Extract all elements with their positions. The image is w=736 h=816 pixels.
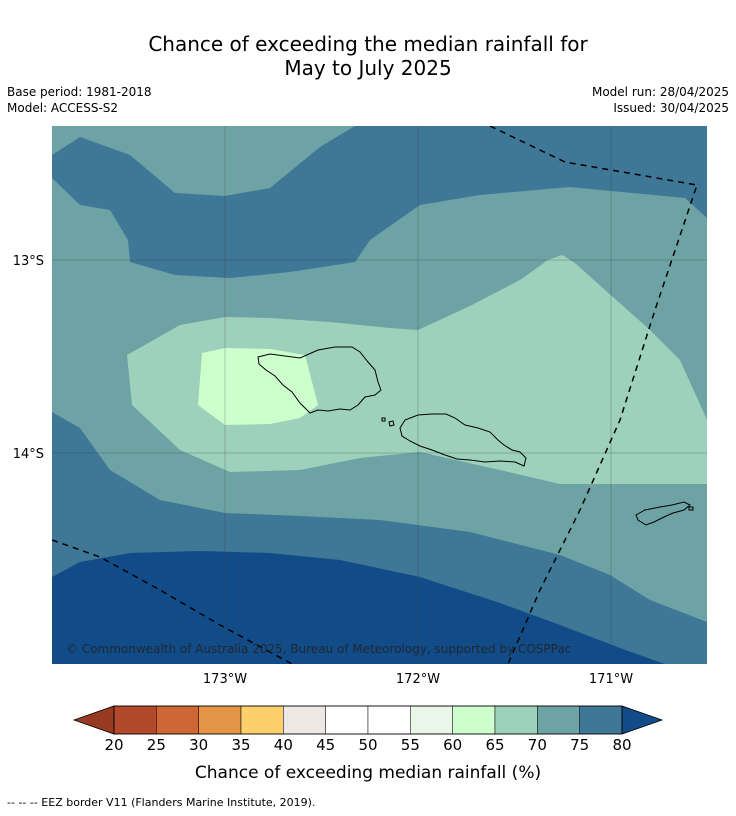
colorbar-segment [537, 705, 580, 735]
colorbar-segment [367, 705, 411, 735]
colorbar-segment [156, 705, 199, 735]
band-80-bottom [52, 551, 665, 664]
manono-islet [388, 420, 395, 427]
band-60-65 [198, 348, 318, 425]
band-70-75-top-left [52, 126, 355, 196]
lon-label-172w: 172°W [396, 672, 440, 687]
colorbar-tick-label: 20 [104, 736, 123, 754]
lat-label-13s: 13°S [13, 254, 44, 269]
colorbar-segment [283, 705, 326, 735]
colorbar-segment [325, 705, 369, 735]
savaii-island [257, 346, 382, 414]
copyright-text: © Commonwealth of Australia 2025, Bureau… [66, 642, 571, 656]
model-run-text: Model run: 28/04/2025 [591, 85, 729, 99]
colorbar-outline [113, 705, 623, 735]
colorbar-segment [410, 705, 453, 735]
colorbar-tick-label: 30 [189, 736, 208, 754]
colorbar-tick-label: 35 [231, 736, 250, 754]
tutuila-island [635, 501, 691, 526]
colorbar-tick-label: 65 [485, 736, 504, 754]
eez-border-south-west [52, 539, 293, 664]
aunuu-islet [688, 506, 694, 511]
map-title-line1: Chance of exceeding the median rainfall … [148, 32, 588, 56]
lon-label-171w: 171°W [589, 672, 633, 687]
colorbar-tick-label: 70 [528, 736, 547, 754]
colorbar-low-extension [72, 705, 115, 735]
map-title-line2: May to July 2025 [284, 56, 452, 80]
band-65-70 [127, 255, 707, 484]
colorbar-high-extension [621, 705, 664, 735]
colorbar-tick-label: 45 [316, 736, 335, 754]
colorbar-label: Chance of exceeding median rainfall (%) [195, 763, 541, 783]
lon-label-173w: 173°W [203, 672, 247, 687]
colorbar-tick-label: 60 [443, 736, 462, 754]
lat-label-14s: 14°S [13, 447, 44, 462]
colorbar-tick-label: 75 [570, 736, 589, 754]
colorbar-segment [198, 705, 242, 735]
colorbar-segment [113, 705, 157, 735]
colorbar-segment [452, 705, 496, 735]
base-period-text: Base period: 1981-2018 [7, 85, 152, 99]
model-text: Model: ACCESS-S2 [7, 101, 119, 115]
colorbar-tick-label: 55 [401, 736, 420, 754]
colorbar-tick-label: 40 [274, 736, 293, 754]
map-panel: © Commonwealth of Australia 2025, Bureau… [52, 126, 707, 664]
colorbar-segment [579, 705, 623, 735]
colorbar-segment [494, 705, 538, 735]
eez-footnote: -- -- -- EEZ border V11 (Flanders Marine… [7, 796, 316, 809]
apolima-islet [381, 417, 386, 422]
issued-text: Issued: 30/04/2025 [613, 101, 729, 115]
upolu-island [399, 413, 527, 467]
colorbar-tick-label: 50 [358, 736, 377, 754]
colorbar-segment [240, 705, 284, 735]
colorbar-tick-label: 25 [147, 736, 166, 754]
colorbar: 20 25 30 35 40 45 50 55 60 65 70 75 80 [72, 705, 664, 754]
colorbar-tick-label: 80 [612, 736, 631, 754]
graticule [52, 126, 707, 664]
